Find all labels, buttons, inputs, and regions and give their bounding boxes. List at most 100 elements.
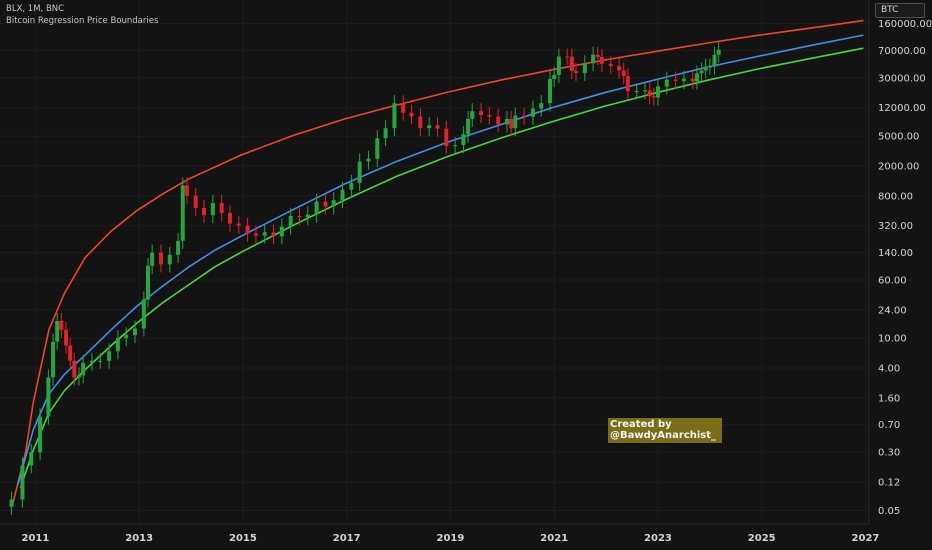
candle-up (591, 54, 596, 64)
candle-up (55, 320, 60, 342)
credit-annotation: Created by @BawdyAnarchist_ (608, 418, 722, 443)
candle-down (236, 223, 241, 226)
candle-up (107, 351, 112, 361)
candle-down (158, 252, 163, 265)
candle-up (548, 79, 553, 104)
candle-up (133, 328, 138, 336)
price-axis[interactable]: 160000.00 70000.00 30000.00 12000.00 5000.00… (878, 19, 932, 517)
candle-up (664, 79, 669, 87)
candle-down (435, 125, 440, 129)
candle-down (253, 233, 258, 236)
candle-down (479, 111, 484, 115)
candlesticks (9, 41, 721, 515)
x-tick-label: 2025 (748, 533, 776, 544)
candle-up (262, 232, 267, 236)
candle-up (375, 138, 380, 159)
credit-line-2: @BawdyAnarchist_ (610, 430, 717, 441)
candle-up (89, 360, 94, 363)
upper-band-line (11, 19, 864, 505)
x-tick-label: 2017 (333, 533, 361, 544)
candle-down (219, 203, 224, 214)
candle-up (180, 185, 185, 241)
candle-up (504, 118, 509, 125)
candle-up (76, 375, 81, 378)
candle-down (245, 225, 250, 234)
y-tick-label: 60.00 (878, 275, 907, 286)
candle-up (366, 158, 371, 162)
y-tick-label: 320.00 (878, 221, 913, 232)
chart-grid (0, 0, 869, 524)
candle-down (599, 57, 604, 64)
candle-up (340, 189, 345, 201)
candle-up (314, 201, 319, 215)
candle-up (81, 362, 86, 376)
candle-up (466, 118, 471, 135)
candle-up (655, 86, 660, 98)
x-tick-label: 2013 (125, 533, 153, 544)
symbol-info: BLX, 1M, BNC (6, 4, 65, 14)
middle-band-line (17, 34, 864, 486)
x-tick-label: 2015 (229, 533, 257, 544)
x-tick-label: 2019 (437, 533, 465, 544)
y-tick-label: 800.00 (878, 191, 913, 202)
candle-down (271, 232, 276, 237)
candle-up (427, 125, 432, 129)
candle-up (150, 252, 155, 266)
candle-up (681, 78, 686, 82)
candle-down (297, 215, 302, 218)
candle-up (331, 200, 336, 207)
candle-up (634, 91, 639, 93)
y-tick-label: 1.60 (878, 393, 900, 404)
candle-up (29, 452, 34, 466)
candle-up (642, 90, 647, 92)
candle-up (210, 203, 215, 216)
x-tick-label: 2023 (644, 533, 672, 544)
candle-up (9, 499, 14, 507)
candle-down (323, 201, 328, 207)
candle-down (418, 116, 423, 129)
candle-up (51, 341, 56, 378)
y-tick-label: 5000.00 (878, 132, 919, 143)
symbol-badge[interactable]: BTC (875, 3, 925, 18)
candle-up (46, 377, 51, 417)
candle-down (409, 112, 414, 117)
candle-up (707, 66, 712, 68)
candle-up (383, 128, 388, 139)
candle-up (712, 54, 717, 67)
candle-up (98, 360, 103, 362)
x-tick-label: 2011 (21, 533, 49, 544)
candle-up (470, 111, 475, 119)
candle-down (487, 114, 492, 117)
candle-down (608, 63, 613, 67)
candle-up (124, 335, 129, 339)
candle-down (59, 320, 64, 330)
candle-down (496, 116, 501, 125)
y-tick-label: 0.05 (878, 506, 900, 517)
time-axis[interactable]: 2011 2013 2015 2017 2019 2021 2023 2025 2027 (21, 533, 879, 544)
candle-up (279, 226, 284, 237)
candle-up (552, 74, 557, 80)
candle-down (595, 54, 600, 58)
candle-down (647, 90, 652, 97)
candle-up (305, 214, 310, 218)
candle-down (565, 56, 570, 58)
y-tick-label: 160000.00 (878, 19, 932, 30)
candle-down (617, 66, 622, 71)
candle-up (513, 115, 518, 129)
y-tick-label: 24.00 (878, 305, 907, 316)
candle-up (556, 56, 561, 75)
candle-down (444, 128, 449, 146)
candle-down (625, 76, 630, 92)
candle-down (401, 103, 406, 113)
y-tick-label: 2000.00 (878, 161, 919, 172)
candle-up (461, 134, 466, 146)
candle-down (673, 79, 678, 82)
y-tick-label: 70000.00 (878, 46, 926, 57)
candle-up (167, 254, 172, 265)
candle-up (392, 103, 397, 129)
y-tick-label: 0.12 (878, 478, 900, 489)
indicator-name[interactable]: Bitcoin Regression Price Boundaries (6, 16, 159, 26)
candle-down (202, 207, 207, 216)
candle-down (522, 115, 527, 117)
